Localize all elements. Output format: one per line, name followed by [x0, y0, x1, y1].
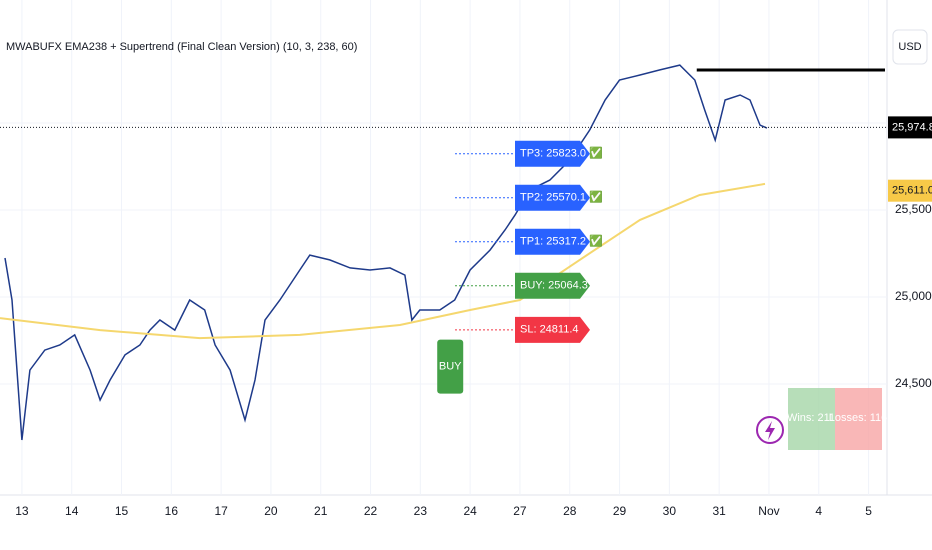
x-tick-label: 5 — [865, 504, 872, 518]
ema-price-label: 25,611.0 — [892, 185, 932, 197]
level-label: BUY: 25064.3 — [520, 280, 588, 292]
last-price-label: 25,974.8 — [892, 121, 932, 133]
plot: TP3: 25823.0 ✅ TP2: 25570.1 ✅ TP1: 25317.2… — [0, 64, 888, 450]
level-tag — [515, 140, 590, 167]
x-tick-label: 17 — [214, 504, 228, 518]
x-tick-label: 15 — [115, 504, 129, 518]
x-tick-label: 30 — [663, 504, 677, 518]
axes: 24,500.025,000.025,500.026,000.013141516… — [15, 115, 932, 518]
x-tick-label: 4 — [815, 504, 822, 518]
x-tick-label: 20 — [264, 504, 278, 518]
level-tag — [515, 272, 590, 299]
level-label: TP3: 25823.0 ✅ — [520, 147, 603, 160]
y-tick-label: 25,000.0 — [895, 289, 932, 303]
chart-title: MWABUFX EMA238 + Supertrend (Final Clean… — [6, 41, 357, 53]
alert-bolt — [765, 421, 775, 440]
x-tick-label: 28 — [563, 504, 577, 518]
x-tick-label: 16 — [165, 504, 179, 518]
level-label: TP1: 25317.2 ✅ — [520, 235, 603, 248]
x-tick-label: 31 — [712, 504, 726, 518]
level-tag — [515, 316, 590, 343]
last-price-tag — [888, 116, 932, 139]
buy-signal-label: BUY — [439, 361, 462, 373]
buy-signal — [437, 339, 464, 394]
y-tick-label: 24,500.0 — [895, 376, 932, 390]
x-tick-label: 14 — [65, 504, 79, 518]
y-tick-label: 25,500.0 — [895, 202, 932, 216]
wins-box — [788, 388, 835, 450]
losses-box — [835, 388, 882, 450]
currency-button[interactable] — [892, 29, 928, 65]
x-tick-label: 23 — [414, 504, 428, 518]
level-label: TP2: 25570.1 ✅ — [520, 191, 603, 204]
x-tick-label: 21 — [314, 504, 328, 518]
level-label: SL: 24811.4 — [520, 324, 579, 336]
x-tick-label: 22 — [364, 504, 378, 518]
losses-label: Losses: 116 — [829, 412, 888, 424]
level-tag — [515, 228, 590, 255]
x-tick-label: 24 — [463, 504, 477, 518]
x-tick-label: 29 — [613, 504, 627, 518]
x-tick-label: 13 — [15, 504, 29, 518]
series-line — [0, 182, 766, 340]
alert-icon[interactable] — [756, 416, 784, 444]
ema-price-tag — [888, 179, 932, 202]
series-line — [4, 64, 768, 441]
wins-label: Wins: 211 — [787, 412, 835, 424]
x-tick-label: 27 — [513, 504, 527, 518]
currency[interactable]: USD — [898, 41, 921, 53]
level-tag — [515, 184, 590, 211]
x-tick-label: Nov — [758, 504, 779, 518]
